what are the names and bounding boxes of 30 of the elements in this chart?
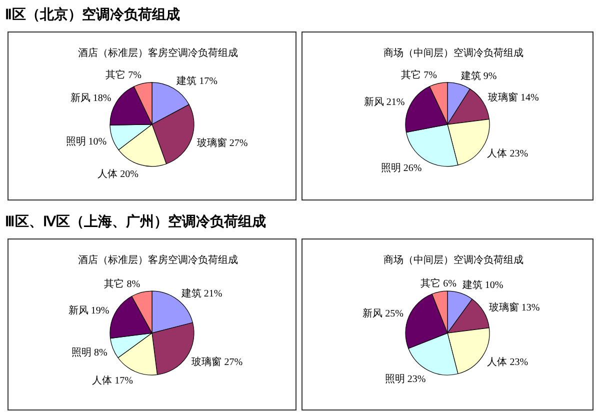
chart-title: 商场（中间层）空调冷负荷组成 xyxy=(384,47,524,59)
slice-label: 人体 20% xyxy=(98,168,138,180)
slice-label: 新风 19% xyxy=(68,304,110,316)
slice-label: 其它 6% xyxy=(420,277,456,290)
slice-label: 玻璃窗 27% xyxy=(192,356,243,368)
slice-label: 照明 23% xyxy=(384,374,426,385)
slice-label: 其它 8% xyxy=(104,278,140,290)
slice-label: 玻璃窗 13% xyxy=(488,302,540,314)
slice-label: 玻璃窗 14% xyxy=(488,92,539,104)
slice-label: 新风 18% xyxy=(70,92,112,104)
slice-label: 玻璃窗 27% xyxy=(196,137,248,150)
slice-label: 照明 10% xyxy=(66,136,107,148)
text: Ⅱ区（北京）空调冷负荷组成 xyxy=(5,6,180,23)
slice-label: 人体 23% xyxy=(487,356,528,368)
slice-label: 照明 26% xyxy=(380,162,422,174)
text: Ⅲ区、Ⅳ区（上海、广州）空调冷负荷组成 xyxy=(5,213,266,230)
slice-label: 新风 21% xyxy=(364,96,405,108)
slice-label: 照明 8% xyxy=(72,347,108,358)
chart-title: 酒店（标准层）客房空调冷负荷组成 xyxy=(78,254,238,266)
slice-label: 其它 7% xyxy=(401,69,438,82)
slice-label: 人体 23% xyxy=(487,148,528,160)
slice-label: 建筑 9% xyxy=(460,70,497,82)
chart-title: 商场（中间层）空调冷负荷组成 xyxy=(384,254,524,266)
slice-label: 建筑 10% xyxy=(461,279,504,292)
slice-label: 其它 7% xyxy=(106,69,142,82)
slice-label: 建筑 17% xyxy=(176,75,218,88)
chart-title: 酒店（标准层）客房空调冷负荷组成 xyxy=(78,47,238,59)
slice-label: 新风 25% xyxy=(362,307,404,320)
slice-label: 建筑 21% xyxy=(180,287,222,300)
slice-label: 人体 17% xyxy=(92,374,133,386)
